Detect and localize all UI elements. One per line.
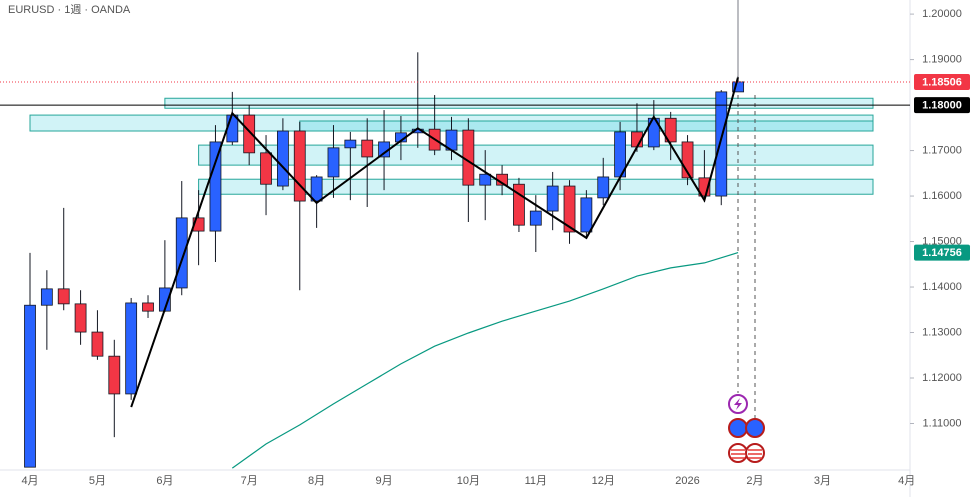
chart-title: EURUSD · 1週 · OANDA <box>8 3 131 16</box>
candle-body <box>513 183 525 226</box>
candle-body <box>293 130 306 202</box>
event-icon[interactable] <box>728 443 748 463</box>
price-label-box <box>914 74 970 91</box>
candle-body <box>681 141 694 179</box>
candle-body <box>91 331 104 357</box>
price-label-box <box>914 244 970 261</box>
candle-body <box>243 114 256 154</box>
x-tick-label: 11月 <box>525 475 547 487</box>
candle-body <box>664 117 677 143</box>
candle-body <box>698 177 711 197</box>
event-icon[interactable] <box>728 418 748 438</box>
candle-body <box>479 173 492 186</box>
y-tick-label: 1.12000 <box>922 372 962 384</box>
x-tick-label: 2026 <box>675 475 699 487</box>
y-tick-label: 1.11000 <box>923 417 962 429</box>
price-label: 1.14756 <box>922 247 962 259</box>
event-icon[interactable] <box>745 418 765 438</box>
x-tick-label: 3月 <box>814 475 831 487</box>
candle-body <box>40 288 53 306</box>
x-tick-label: 4月 <box>21 475 38 487</box>
candle-body <box>529 210 542 226</box>
plot-area <box>24 52 874 469</box>
candle-body <box>74 303 87 333</box>
candle-body <box>24 304 36 468</box>
candle-body <box>108 355 121 395</box>
candle-body <box>260 152 272 185</box>
y-tick-label: 1.15000 <box>922 235 962 247</box>
zone <box>164 97 874 109</box>
candle-body <box>125 302 138 395</box>
x-tick-label: 10月 <box>457 475 480 487</box>
x-tick-label: 4月 <box>898 475 915 487</box>
zone <box>299 120 874 132</box>
candle-body <box>175 217 188 289</box>
candle-body <box>580 197 593 233</box>
event-icon[interactable] <box>745 443 765 463</box>
price-label-box <box>914 97 970 114</box>
candle-body <box>327 147 340 178</box>
candle-body <box>715 91 728 197</box>
event-icons[interactable] <box>728 394 765 463</box>
x-tick-label: 2月 <box>746 475 763 487</box>
x-tick-label: 12月 <box>592 475 615 487</box>
moving-average <box>231 252 739 469</box>
x-tick-label: 7月 <box>241 475 258 487</box>
candle-body <box>344 139 357 149</box>
candle-body <box>57 288 70 305</box>
event-icon-glyph <box>734 398 742 410</box>
x-tick-label: 6月 <box>156 475 173 487</box>
candle-body <box>310 176 323 202</box>
candle-body <box>142 302 154 312</box>
x-tick-label: 8月 <box>308 475 325 487</box>
candle-body <box>563 185 576 233</box>
y-tick-label: 1.17000 <box>922 144 962 156</box>
candle-body <box>209 141 222 232</box>
candle-body <box>361 139 374 158</box>
zigzag-line <box>130 76 740 408</box>
x-tick-label: 5月 <box>89 475 106 487</box>
candle-body <box>226 114 239 143</box>
candle-body <box>546 185 559 212</box>
candle-body <box>597 176 610 199</box>
y-tick-label: 1.20000 <box>922 8 962 20</box>
y-tick-label: 1.13000 <box>922 326 962 338</box>
price-label: 1.18506 <box>922 76 962 88</box>
candle-body <box>276 130 289 187</box>
y-tick-label: 1.16000 <box>922 190 962 202</box>
y-tick-label: 1.14000 <box>922 281 962 293</box>
event-icon-glyph <box>731 449 762 459</box>
price-label: 1.18000 <box>922 99 962 111</box>
x-tick-label: 9月 <box>375 475 392 487</box>
y-tick-label: 1.19000 <box>922 53 962 65</box>
